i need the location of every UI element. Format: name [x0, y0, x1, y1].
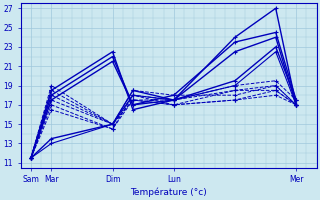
- X-axis label: Température (°c): Température (°c): [130, 187, 207, 197]
